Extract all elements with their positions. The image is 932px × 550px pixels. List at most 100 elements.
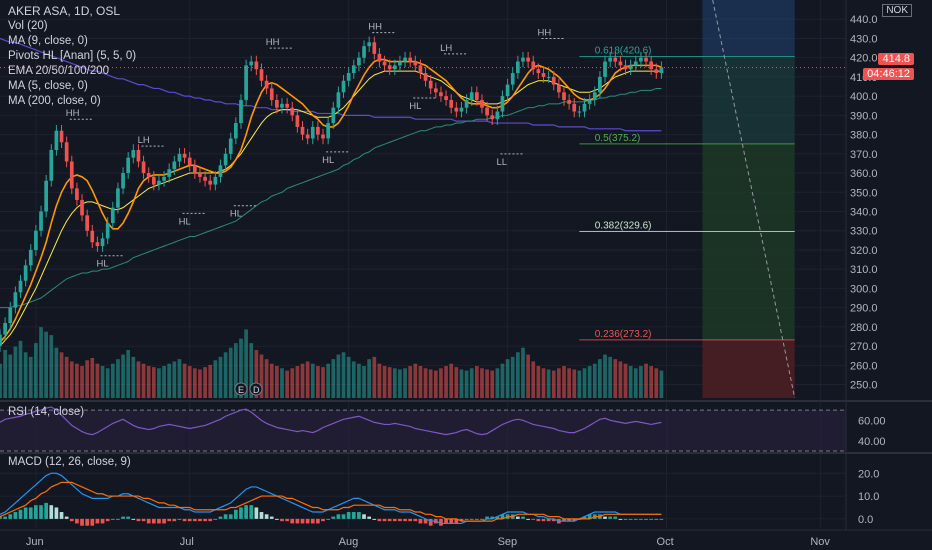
- candle-body: [218, 165, 223, 177]
- countdown-tag: 04:46:12: [863, 68, 914, 80]
- time-axis-label: Jun: [26, 536, 44, 548]
- candle-body: [198, 173, 202, 177]
- macd-histogram-bar: [254, 507, 259, 519]
- candle-body: [146, 173, 151, 177]
- candle-body: [526, 57, 530, 62]
- volume-bar: [157, 368, 161, 398]
- macd-histogram-bar: [310, 518, 315, 524]
- macd-histogram-bar: [321, 518, 325, 522]
- macd-histogram-bar: [259, 512, 264, 519]
- legend-line-ema[interactable]: EMA 20/50/100/200: [8, 65, 110, 77]
- macd-histogram-bar: [54, 507, 59, 519]
- time-axis-label: Nov: [810, 536, 830, 548]
- volume-bar: [480, 368, 484, 398]
- candle-body: [213, 176, 218, 185]
- candle-body: [372, 42, 377, 54]
- candle-body: [392, 65, 397, 70]
- macd-histogram-bar: [618, 518, 623, 520]
- symbol-title[interactable]: AKER ASA, 1D, OSL: [8, 4, 121, 18]
- volume-bar: [413, 363, 418, 398]
- macd-histogram-bar: [141, 518, 146, 522]
- candle-body: [398, 61, 402, 66]
- price-tick-label: 380.0: [850, 130, 878, 142]
- candle-body: [300, 126, 305, 135]
- volume-bar: [449, 363, 454, 398]
- volume-bar: [500, 363, 505, 398]
- candle-body: [172, 161, 177, 170]
- candle-body: [34, 230, 38, 250]
- macd-histogram-bar: [18, 509, 23, 519]
- macd-histogram-bar: [526, 518, 530, 520]
- macd-histogram-bar: [357, 512, 361, 519]
- volume-bar: [321, 367, 325, 398]
- candle-body: [80, 199, 84, 216]
- volume-bar: [285, 370, 289, 398]
- candle-body: [521, 57, 525, 62]
- candle-body: [557, 84, 561, 93]
- candle-body: [582, 103, 587, 112]
- volume-bar: [228, 347, 233, 398]
- macd-histogram-bar: [469, 518, 474, 520]
- candle-body: [423, 73, 428, 81]
- macd-histogram-bar: [85, 518, 90, 526]
- legend-line-pivots[interactable]: Pivots HL [Anan] (5, 5, 0): [8, 50, 137, 62]
- macd-histogram-bar: [75, 518, 79, 524]
- macd-label[interactable]: MACD (12, 26, close, 9): [8, 456, 131, 468]
- macd-histogram-bar: [146, 518, 151, 524]
- volume-bar: [551, 370, 556, 398]
- volume-bar: [300, 363, 305, 398]
- volume-bar: [546, 369, 551, 398]
- macd-histogram-bar: [531, 518, 536, 520]
- volume-bar: [167, 363, 172, 398]
- candle-body: [608, 57, 612, 62]
- macd-histogram-bar: [367, 516, 372, 519]
- candle-body: [480, 99, 484, 108]
- candle-body: [275, 99, 279, 108]
- candle-body: [105, 223, 110, 239]
- candle-body: [310, 126, 315, 139]
- candle-body: [449, 99, 454, 108]
- candle-body: [428, 80, 433, 89]
- volume-bar: [203, 367, 207, 398]
- fib-zone-upper: [702, 56, 795, 144]
- macd-histogram-bar: [80, 518, 84, 526]
- candle-body: [551, 76, 556, 85]
- macd-histogram-bar: [34, 505, 38, 519]
- volume-bar: [623, 363, 628, 398]
- volume-bar: [244, 329, 248, 398]
- macd-histogram-bar: [398, 518, 402, 522]
- legend-line-volume[interactable]: Vol (20): [8, 20, 48, 32]
- volume-bar: [49, 335, 54, 398]
- volume-bar: [331, 359, 336, 398]
- price-tick-label: 290.0: [850, 303, 878, 315]
- legend-line-ma200[interactable]: MA (200, close, 0): [8, 95, 101, 107]
- candle-body: [95, 242, 100, 247]
- candle-body: [28, 249, 33, 266]
- candle-body: [64, 142, 69, 162]
- candle-body: [362, 46, 366, 58]
- volume-bar: [182, 363, 187, 398]
- macd-histogram-bar: [639, 518, 643, 520]
- pivot-label: HH: [66, 108, 80, 119]
- volume-bar: [464, 370, 469, 398]
- volume-bar: [639, 366, 643, 398]
- macd-histogram-bar: [218, 516, 223, 519]
- macd-histogram-bar: [110, 518, 115, 520]
- macd-histogram-bar: [59, 512, 64, 519]
- macd-histogram-bar: [474, 518, 479, 520]
- macd-histogram-bar: [100, 518, 105, 524]
- volume-bar: [649, 366, 654, 398]
- candle-body: [234, 123, 238, 139]
- candle-body: [562, 92, 566, 100]
- candle-body: [541, 73, 546, 77]
- legend-line-ma9[interactable]: MA (9, close, 0): [8, 35, 88, 47]
- volume-bar: [618, 361, 623, 398]
- rsi-label[interactable]: RSI (14, close): [8, 406, 85, 418]
- volume-bar: [439, 368, 443, 398]
- legend-line-ma5[interactable]: MA (5, close, 0): [8, 80, 88, 92]
- price-tick-label: 330.0: [850, 226, 878, 238]
- volume-bar: [341, 352, 346, 398]
- candle-body: [192, 165, 197, 174]
- candle-body: [157, 180, 161, 185]
